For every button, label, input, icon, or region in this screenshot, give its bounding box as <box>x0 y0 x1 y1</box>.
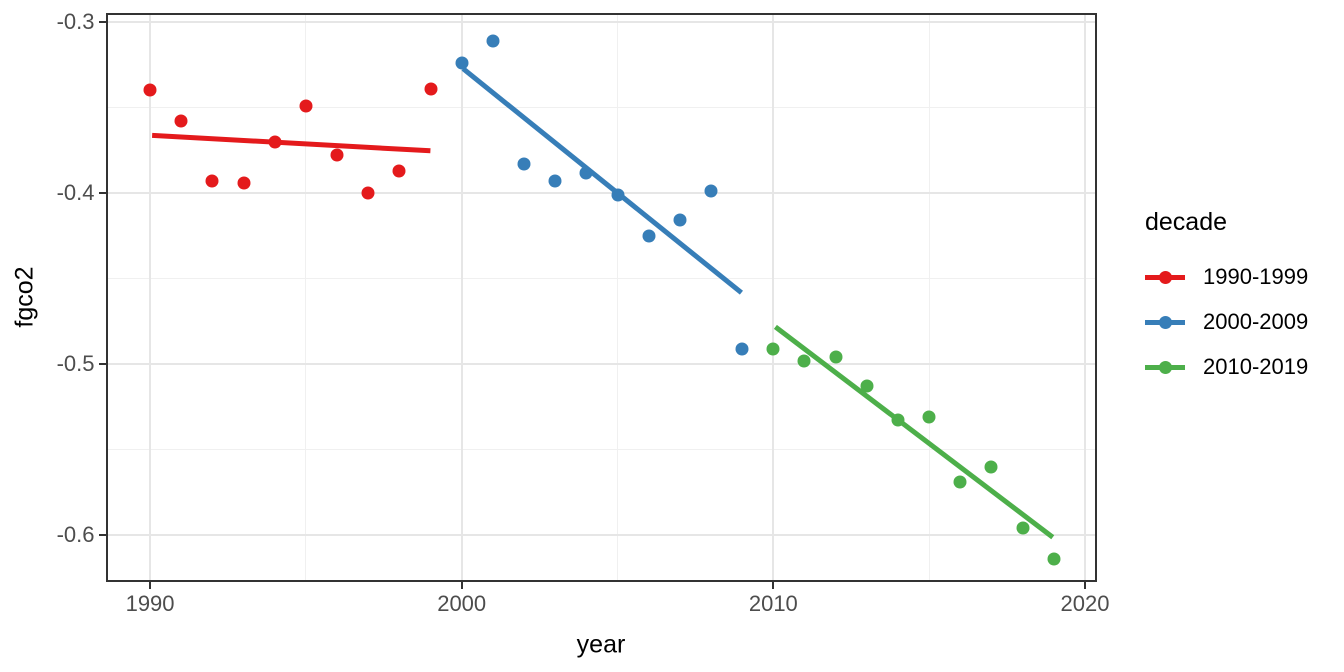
data-point <box>486 34 500 48</box>
legend-item-label: 1990-1999 <box>1203 264 1309 289</box>
y-axis-title: fgco2 <box>10 266 39 328</box>
data-point <box>797 354 811 368</box>
data-point <box>143 83 157 97</box>
legend-key-icon <box>1145 269 1185 286</box>
data-point <box>704 184 718 198</box>
plot-panel <box>105 12 1097 582</box>
data-point <box>860 379 874 393</box>
v-major-gridline <box>460 12 463 582</box>
data-point <box>517 157 531 171</box>
h-major-gridline <box>105 192 1097 195</box>
trend-lines-layer <box>151 66 1054 539</box>
legend-item: 2000-2009 <box>1145 300 1308 344</box>
legend-item-label: 2000-2009 <box>1203 309 1309 334</box>
data-point <box>922 410 936 424</box>
x-tick-mark <box>149 581 152 589</box>
data-point <box>174 114 188 128</box>
v-minor-gridline <box>617 12 619 582</box>
data-point <box>205 174 219 188</box>
x-tick-label: 1990 <box>125 590 175 616</box>
y-tick-mark <box>98 21 106 24</box>
legend-key-dot <box>1158 360 1172 374</box>
data-point <box>735 342 749 356</box>
data-point <box>424 82 438 96</box>
legend-title: decade <box>1145 208 1228 236</box>
data-point <box>984 460 998 474</box>
v-major-gridline <box>772 12 775 582</box>
v-major-gridline <box>1083 12 1086 582</box>
data-point <box>953 475 967 489</box>
x-axis-title: year <box>576 630 626 659</box>
y-tick-label: -0.3 <box>56 9 95 35</box>
y-tick-label: -0.4 <box>56 180 95 206</box>
legend-key-icon <box>1145 314 1185 331</box>
data-point <box>392 164 406 178</box>
data-point <box>766 342 780 356</box>
data-point <box>642 229 656 243</box>
data-point <box>455 56 469 70</box>
x-tick-label: 2010 <box>748 590 798 616</box>
v-minor-gridline <box>928 12 930 582</box>
v-minor-gridline <box>305 12 307 582</box>
y-tick-label: -0.5 <box>56 351 95 377</box>
data-point <box>1047 552 1061 566</box>
data-point <box>299 99 313 113</box>
data-point <box>330 148 344 162</box>
data-point <box>237 176 251 190</box>
x-tick-mark <box>772 581 775 589</box>
x-tick-label: 2000 <box>437 590 487 616</box>
x-tick-mark <box>1083 581 1086 589</box>
y-tick-mark <box>98 533 106 536</box>
v-major-gridline <box>149 12 152 582</box>
trend-line <box>151 132 431 153</box>
data-point <box>829 350 843 364</box>
h-major-gridline <box>105 363 1097 366</box>
trend-line <box>773 324 1054 539</box>
x-tick-label: 2020 <box>1060 590 1110 616</box>
legend-item: 2010-2019 <box>1145 345 1308 389</box>
legend-key-icon <box>1145 359 1185 376</box>
data-point <box>673 213 687 227</box>
h-minor-gridline <box>105 107 1097 109</box>
y-tick-label: -0.6 <box>56 521 95 547</box>
legend-key-dot <box>1158 315 1172 329</box>
data-point <box>548 174 562 188</box>
y-tick-mark <box>98 192 106 195</box>
y-tick-mark <box>98 363 106 366</box>
legend-item-label: 2010-2019 <box>1203 354 1309 379</box>
legend-item: 1990-1999 <box>1145 255 1308 299</box>
h-minor-gridline <box>105 278 1097 280</box>
h-major-gridline <box>105 21 1097 24</box>
legend-key-dot <box>1158 270 1172 284</box>
h-minor-gridline <box>105 449 1097 450</box>
h-major-gridline <box>105 533 1097 536</box>
data-point <box>1016 521 1030 535</box>
x-tick-mark <box>460 581 463 589</box>
data-point <box>361 186 375 200</box>
trend-line <box>461 66 743 295</box>
